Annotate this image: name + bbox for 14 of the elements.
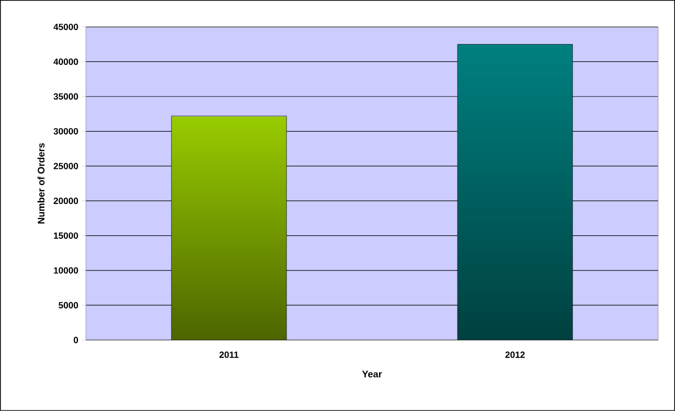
y-tick-label: 40000: [54, 58, 78, 65]
x-tick-label: 2012: [505, 352, 525, 358]
y-tick-label: 5000: [58, 302, 78, 308]
x-axis-title: Year: [362, 370, 382, 378]
y-tick-label: 15000: [54, 232, 78, 239]
x-tick-label: 2011: [220, 352, 238, 358]
y-tick-label: 0: [74, 336, 78, 344]
y-tick-label: 20000: [54, 198, 78, 204]
y-tick-label: 30000: [54, 128, 78, 134]
y-tick-label: 45000: [54, 24, 78, 30]
y-tick-label: 10000: [54, 267, 78, 274]
y-tick-label: 25000: [54, 162, 78, 170]
y-axis-title: Number of Orders: [38, 143, 44, 224]
y-tick-label: 35000: [54, 93, 78, 100]
